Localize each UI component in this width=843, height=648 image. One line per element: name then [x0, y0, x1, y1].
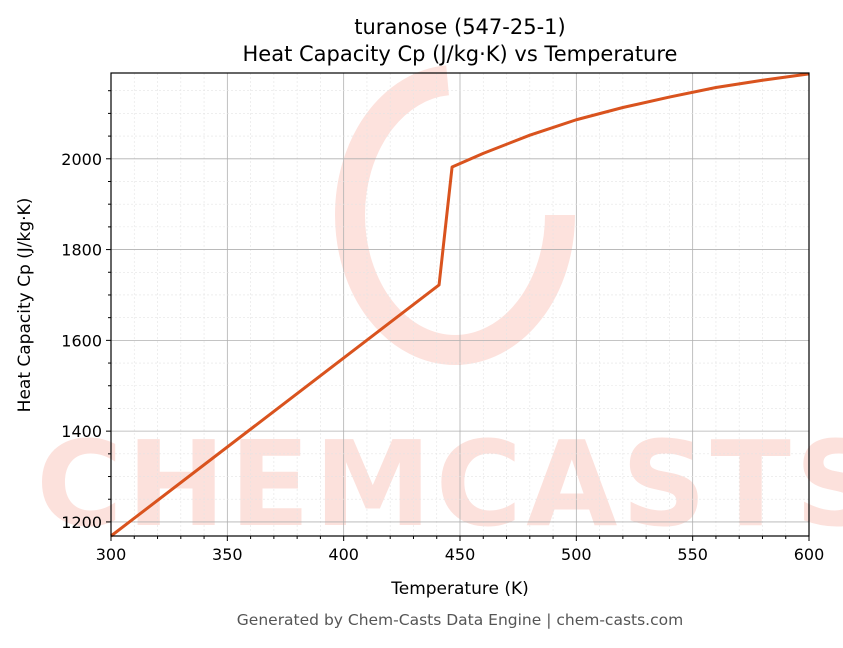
y-tick-label: 2000 [61, 150, 102, 169]
x-tick-label: 300 [96, 545, 127, 564]
y-tick-label: 1200 [61, 513, 102, 532]
chart-subtitle: Heat Capacity Cp (J/kg·K) vs Temperature [243, 42, 678, 66]
x-tick-label: 550 [677, 545, 708, 564]
y-tick-label: 1800 [61, 241, 102, 260]
svg-text:CHEMCASTS: CHEMCASTS [36, 415, 843, 553]
x-tick-label: 450 [445, 545, 476, 564]
y-axis-label: Heat Capacity Cp (J/kg·K) [15, 198, 35, 413]
x-axis-label: Temperature (K) [390, 579, 529, 599]
x-tick-label: 400 [328, 545, 359, 564]
x-tick-label: 500 [561, 545, 592, 564]
chart-title: turanose (547-25-1) [354, 15, 565, 39]
y-tick-label: 1400 [61, 422, 102, 441]
watermark-logo: CHEMCASTS [36, 65, 843, 553]
cp-series-line [110, 72, 810, 538]
y-tick-label: 1600 [61, 331, 102, 350]
footer-credit: Generated by Chem-Casts Data Engine | ch… [237, 611, 683, 629]
x-tick-label: 600 [794, 545, 825, 564]
x-tick-label: 350 [212, 545, 243, 564]
